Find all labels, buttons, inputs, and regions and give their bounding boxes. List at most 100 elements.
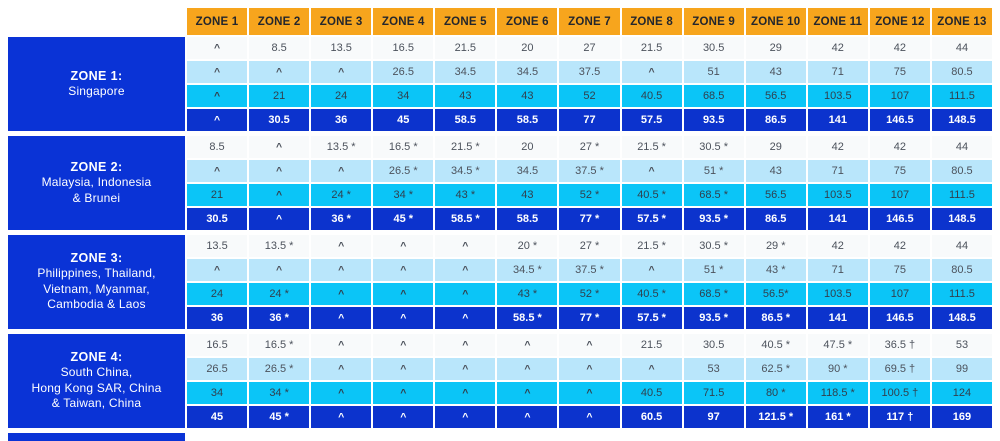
rate-cell: 47.5 * (807, 334, 868, 356)
rate-cell: 124 (931, 382, 992, 404)
rate-cell: 42 (869, 136, 930, 158)
zone-column-header: ZONE 8 (621, 8, 682, 35)
rate-cell: 20 (497, 136, 558, 158)
not-available-cell: ^ (373, 334, 434, 356)
rate-cell: 52 * (559, 184, 620, 206)
rate-cell: 8.5 (187, 136, 248, 158)
rate-cell: 86.5 (745, 208, 806, 230)
zone-column-header: ZONE 11 (807, 8, 868, 35)
rate-cell: 58.5 (497, 109, 558, 131)
rate-cell: 148.5 (931, 208, 992, 230)
rate-cell: 45 * (373, 208, 434, 230)
rate-cell: 36.5 † (869, 334, 930, 356)
rate-cell: 36 (187, 307, 248, 329)
rate-cell: 169 (931, 406, 992, 428)
rate-cell: 40.5 * (621, 283, 682, 305)
rate-cell: 34 * (249, 382, 310, 404)
rate-cell: 43 * (435, 184, 496, 206)
rate-cell: 53 (931, 334, 992, 356)
rate-cell: 21.5 * (621, 235, 682, 257)
rate-cell: 30.5 (249, 109, 310, 131)
not-available-cell: ^ (311, 382, 372, 404)
rate-cell: 107 (869, 85, 930, 107)
rate-cell: 68.5 * (683, 184, 744, 206)
zone-rate-table: ZONE 1 ZONE 2 ZONE 3 ZONE 4 ZONE 5 ZONE 6 ZONE… (8, 8, 992, 441)
zone-group-label: ZONE 2: Malaysia, Indonesia & Brunei (8, 136, 185, 230)
zone-group-title: ZONE 1: (70, 68, 123, 83)
not-available-cell: ^ (435, 235, 496, 257)
rate-cell: 26.5 * (249, 358, 310, 380)
rate-cell: 86.5 * (745, 307, 806, 329)
rate-cell: 21 (187, 184, 248, 206)
not-available-cell: ^ (435, 259, 496, 281)
not-available-cell: ^ (373, 358, 434, 380)
zone-group-label: ZONE 3: Philippines, Thailand, Vietnam, M… (8, 235, 185, 329)
rate-cell: 146.5 (869, 208, 930, 230)
rate-cell: 58.5 (497, 208, 558, 230)
rate-cell: 26.5 (187, 358, 248, 380)
rate-cell: 51 * (683, 259, 744, 281)
rate-cell: 30.5 * (683, 136, 744, 158)
rate-cell: 93.5 * (683, 307, 744, 329)
rate-cell: 43 (745, 61, 806, 83)
not-available-cell: ^ (435, 382, 496, 404)
rate-cell: 107 (869, 184, 930, 206)
not-available-cell: ^ (435, 334, 496, 356)
not-available-cell: ^ (435, 283, 496, 305)
rate-cell: 13.5 * (249, 235, 310, 257)
rate-cell: 21.5 * (621, 136, 682, 158)
zone-column-header: ZONE 7 (559, 8, 620, 35)
not-available-cell: ^ (435, 358, 496, 380)
not-available-cell: ^ (497, 358, 558, 380)
rate-cell: 86.5 (745, 109, 806, 131)
rate-cell: 42 (869, 37, 930, 59)
not-available-cell: ^ (435, 307, 496, 329)
zone-column-header: ZONE 9 (683, 8, 744, 35)
rate-cell: 71.5 (683, 382, 744, 404)
rate-cell: 16.5 (187, 334, 248, 356)
rate-cell: 57.5 * (621, 208, 682, 230)
rate-cell: 21.5 (435, 37, 496, 59)
not-available-cell: ^ (435, 406, 496, 428)
rate-cell: 45 * (249, 406, 310, 428)
not-available-cell: ^ (373, 259, 434, 281)
rate-cell: 42 (869, 235, 930, 257)
not-available-cell: ^ (373, 382, 434, 404)
rate-cell: 43 (497, 184, 558, 206)
rate-cell: 40.5 (621, 382, 682, 404)
rate-cell: 111.5 (931, 184, 992, 206)
zone-column-header: ZONE 2 (249, 8, 310, 35)
next-group-sliver (8, 433, 185, 441)
rate-cell: 51 * (683, 160, 744, 182)
rate-cell: 43 (745, 160, 806, 182)
not-available-cell: ^ (249, 136, 310, 158)
not-available-cell: ^ (249, 208, 310, 230)
rate-cell: 58.5 (435, 109, 496, 131)
rate-cell: 58.5 * (435, 208, 496, 230)
not-available-cell: ^ (621, 358, 682, 380)
rate-cell: 100.5 † (869, 382, 930, 404)
rate-cell: 24 * (311, 184, 372, 206)
rate-cell: 26.5 * (373, 160, 434, 182)
not-available-cell: ^ (621, 61, 682, 83)
rate-cell: 16.5 (373, 37, 434, 59)
not-available-cell: ^ (373, 406, 434, 428)
not-available-cell: ^ (187, 109, 248, 131)
rate-cell: 141 (807, 307, 868, 329)
rate-cell: 57.5 (621, 109, 682, 131)
rate-cell: 43 (497, 85, 558, 107)
not-available-cell: ^ (497, 406, 558, 428)
not-available-cell: ^ (249, 61, 310, 83)
not-available-cell: ^ (187, 259, 248, 281)
rate-cell: 71 (807, 61, 868, 83)
zone-column-header: ZONE 6 (497, 8, 558, 35)
rate-cell: 21.5 * (435, 136, 496, 158)
zone-group-region: Malaysia, Indonesia & Brunei (41, 175, 152, 205)
rate-cell: 99 (931, 358, 992, 380)
zone-group: ZONE 2: Malaysia, Indonesia & Brunei 8.5 ^ 1… (8, 136, 992, 230)
rate-cell: 44 (931, 37, 992, 59)
not-available-cell: ^ (621, 160, 682, 182)
rate-cell: 80.5 (931, 259, 992, 281)
rate-cell: 71 (807, 259, 868, 281)
